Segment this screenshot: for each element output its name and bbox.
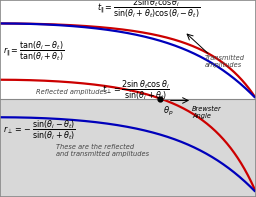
Bar [0, 98, 256, 197]
Text: Reflected amplitudes: Reflected amplitudes [36, 89, 107, 95]
Text: $t_{\perp} = \dfrac{2\sin\theta_t\cos\theta_i}{\sin(\theta_i+\theta_t)}$: $t_{\perp} = \dfrac{2\sin\theta_t\cos\th… [102, 79, 170, 102]
Text: Transmitted
amplitudes: Transmitted amplitudes [205, 55, 245, 68]
Text: These are the reflected
and transmitted amplitudes: These are the reflected and transmitted … [56, 144, 150, 157]
Text: $\theta_p$: $\theta_p$ [163, 104, 173, 117]
Text: $r_{\|} = \dfrac{\tan(\theta_i-\theta_t)}{\tan(\theta_i+\theta_t)}$: $r_{\|} = \dfrac{\tan(\theta_i-\theta_t)… [3, 39, 64, 63]
Text: $t_{\|} = \dfrac{2\sin\theta_t\cos\theta_i}{\sin(\theta_i+\theta_t)\cos(\theta_i: $t_{\|} = \dfrac{2\sin\theta_t\cos\theta… [97, 0, 200, 20]
Bar [0, 0, 256, 98]
Text: Brewster
Angle: Brewster Angle [192, 106, 222, 119]
Text: $r_{\perp} = -\dfrac{\sin(\theta_i-\theta_t)}{\sin(\theta_i+\theta_t)}$: $r_{\perp} = -\dfrac{\sin(\theta_i-\thet… [3, 118, 75, 142]
